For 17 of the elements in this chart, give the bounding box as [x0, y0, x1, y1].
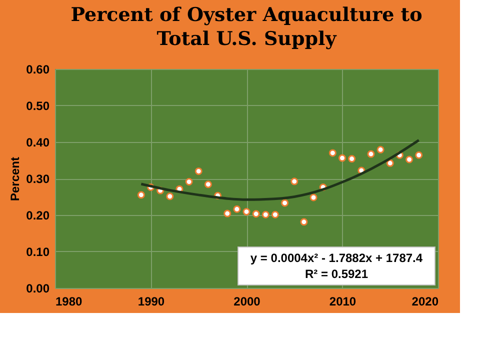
x-tick-label: 2000: [234, 294, 261, 308]
y-tick-label: 0.20: [26, 208, 50, 222]
x-tick-label: 1980: [56, 294, 83, 308]
y-tick-label: 0.40: [26, 136, 50, 150]
y-tick-label: 0.00: [26, 282, 50, 296]
y-tick-label: 0.30: [26, 172, 50, 186]
x-tick-label: 2020: [412, 294, 439, 308]
annotation: y = 0.0004x² - 1.7882x + 1787.4: [250, 251, 423, 265]
x-tick-label: 2010: [329, 294, 356, 308]
y-tick-label: 0.50: [26, 99, 50, 113]
line-series: [140, 138, 420, 201]
y-tick-label: 0.60: [26, 62, 50, 76]
annotation: R² = 0.5921: [304, 267, 368, 281]
chart-title: Percent of Oyster Aquaculture to Total U.S. Supply: [70, 4, 422, 50]
y-axis-title: Percent: [8, 156, 22, 202]
y-tick-label: 0.10: [26, 245, 50, 259]
x-tick-label: 1990: [138, 294, 165, 308]
